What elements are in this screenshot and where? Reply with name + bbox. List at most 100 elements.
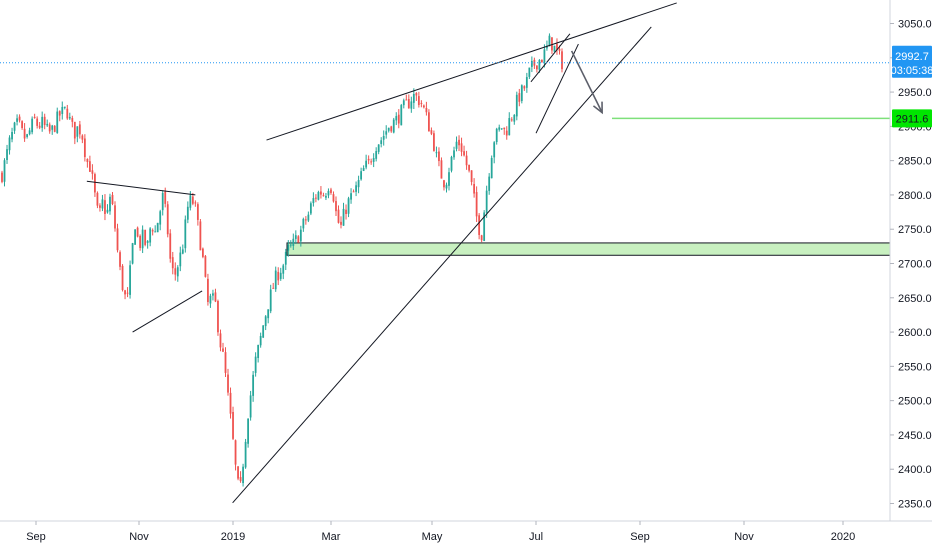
candle-body xyxy=(458,139,460,146)
candle-body xyxy=(186,206,189,220)
candle-body xyxy=(224,352,227,373)
candle-body xyxy=(284,251,287,265)
candle-body xyxy=(453,150,455,158)
candle-body xyxy=(209,295,212,304)
candle-body xyxy=(307,214,310,221)
candle-body xyxy=(121,265,124,291)
candle-body xyxy=(204,256,207,277)
candle-body xyxy=(242,466,244,484)
candle-body xyxy=(13,122,16,131)
candle-body xyxy=(377,144,380,152)
candle-body xyxy=(312,198,315,204)
candle-body xyxy=(551,37,553,51)
candle-body xyxy=(96,192,99,206)
candle-body xyxy=(179,252,182,267)
candle-body xyxy=(330,189,332,193)
candle-body xyxy=(515,94,518,117)
candle-body xyxy=(345,209,347,214)
candle-body xyxy=(176,267,179,277)
candle-body xyxy=(380,140,383,144)
candle-body xyxy=(264,316,267,327)
candle-body xyxy=(26,134,29,137)
y-tick-label: 2950.0 xyxy=(898,87,932,99)
candle-body xyxy=(18,116,21,121)
y-tick-label: 2400.0 xyxy=(898,464,932,476)
candle-body xyxy=(247,418,249,444)
candle-body xyxy=(445,184,448,189)
candle-body xyxy=(16,118,18,122)
candle-body xyxy=(259,335,262,346)
candle-body xyxy=(480,235,483,241)
trendline-3 xyxy=(266,2,677,141)
candle-body xyxy=(151,230,154,232)
candle-body xyxy=(493,142,496,158)
candle-body xyxy=(217,300,219,333)
candle-body xyxy=(189,195,192,208)
candle-body xyxy=(36,118,39,126)
candle-body xyxy=(141,229,144,249)
candle-body xyxy=(510,119,513,121)
candle-body xyxy=(523,86,526,89)
candle-body xyxy=(181,249,184,254)
countdown-text: 03:05:38 xyxy=(891,65,932,77)
trendline-5 xyxy=(535,43,579,134)
candle-body xyxy=(417,96,420,105)
candle-body xyxy=(556,43,558,50)
candle-body xyxy=(269,289,272,312)
candle-body xyxy=(237,466,239,479)
candle-body xyxy=(355,185,357,192)
candle-body xyxy=(525,77,528,88)
candle-body xyxy=(508,118,511,136)
candle-body xyxy=(21,121,23,128)
x-tick-label: Nov xyxy=(129,531,149,543)
y-tick-label: 2650.0 xyxy=(898,293,932,305)
candle-body xyxy=(191,196,194,204)
candle-body xyxy=(327,190,330,196)
candle-body xyxy=(23,128,26,139)
candle-body xyxy=(139,235,142,248)
last-price-tag xyxy=(892,45,932,78)
candle-body xyxy=(43,116,46,125)
candle-body xyxy=(38,125,41,128)
x-tick-label: Sep xyxy=(630,531,650,543)
candle-body xyxy=(430,130,433,134)
candle-body xyxy=(78,124,81,135)
candle-body xyxy=(196,204,199,220)
candle-body xyxy=(428,112,430,132)
candle-body xyxy=(528,67,531,77)
candle-body xyxy=(438,151,440,162)
price-tags-layer: 2992.7 03:05:38 2911.6 xyxy=(891,45,932,128)
candle-body xyxy=(119,252,121,267)
candle-body xyxy=(88,161,91,172)
candle-body xyxy=(199,221,202,251)
candle-body xyxy=(33,116,36,118)
candle-body xyxy=(94,174,96,193)
candle-body xyxy=(543,49,546,63)
target-price-tag xyxy=(892,109,932,128)
candle-body xyxy=(483,212,486,242)
candle-body xyxy=(136,227,139,237)
candle-body xyxy=(289,244,292,246)
candle-body xyxy=(385,131,388,135)
candle-body xyxy=(161,192,164,211)
candle-body xyxy=(68,116,71,119)
candle-body xyxy=(124,290,126,295)
candle-body xyxy=(410,101,413,109)
drawings-layer xyxy=(86,2,677,504)
candle-body xyxy=(342,208,345,226)
y-tick-label: 2350.0 xyxy=(898,499,932,511)
candle-body xyxy=(99,205,101,208)
candle-body xyxy=(134,229,136,245)
candle-body xyxy=(553,45,556,52)
y-tick-label: 2750.0 xyxy=(898,224,932,236)
candle-body xyxy=(171,257,174,269)
candle-body xyxy=(63,106,66,108)
candle-body xyxy=(450,156,453,171)
last-price-tag-value: 2992.7 xyxy=(895,51,929,63)
candle-body xyxy=(302,218,305,229)
candle-body xyxy=(146,240,149,243)
candle-body xyxy=(503,127,506,130)
candle-body xyxy=(11,132,13,140)
candles-layer xyxy=(1,33,563,487)
